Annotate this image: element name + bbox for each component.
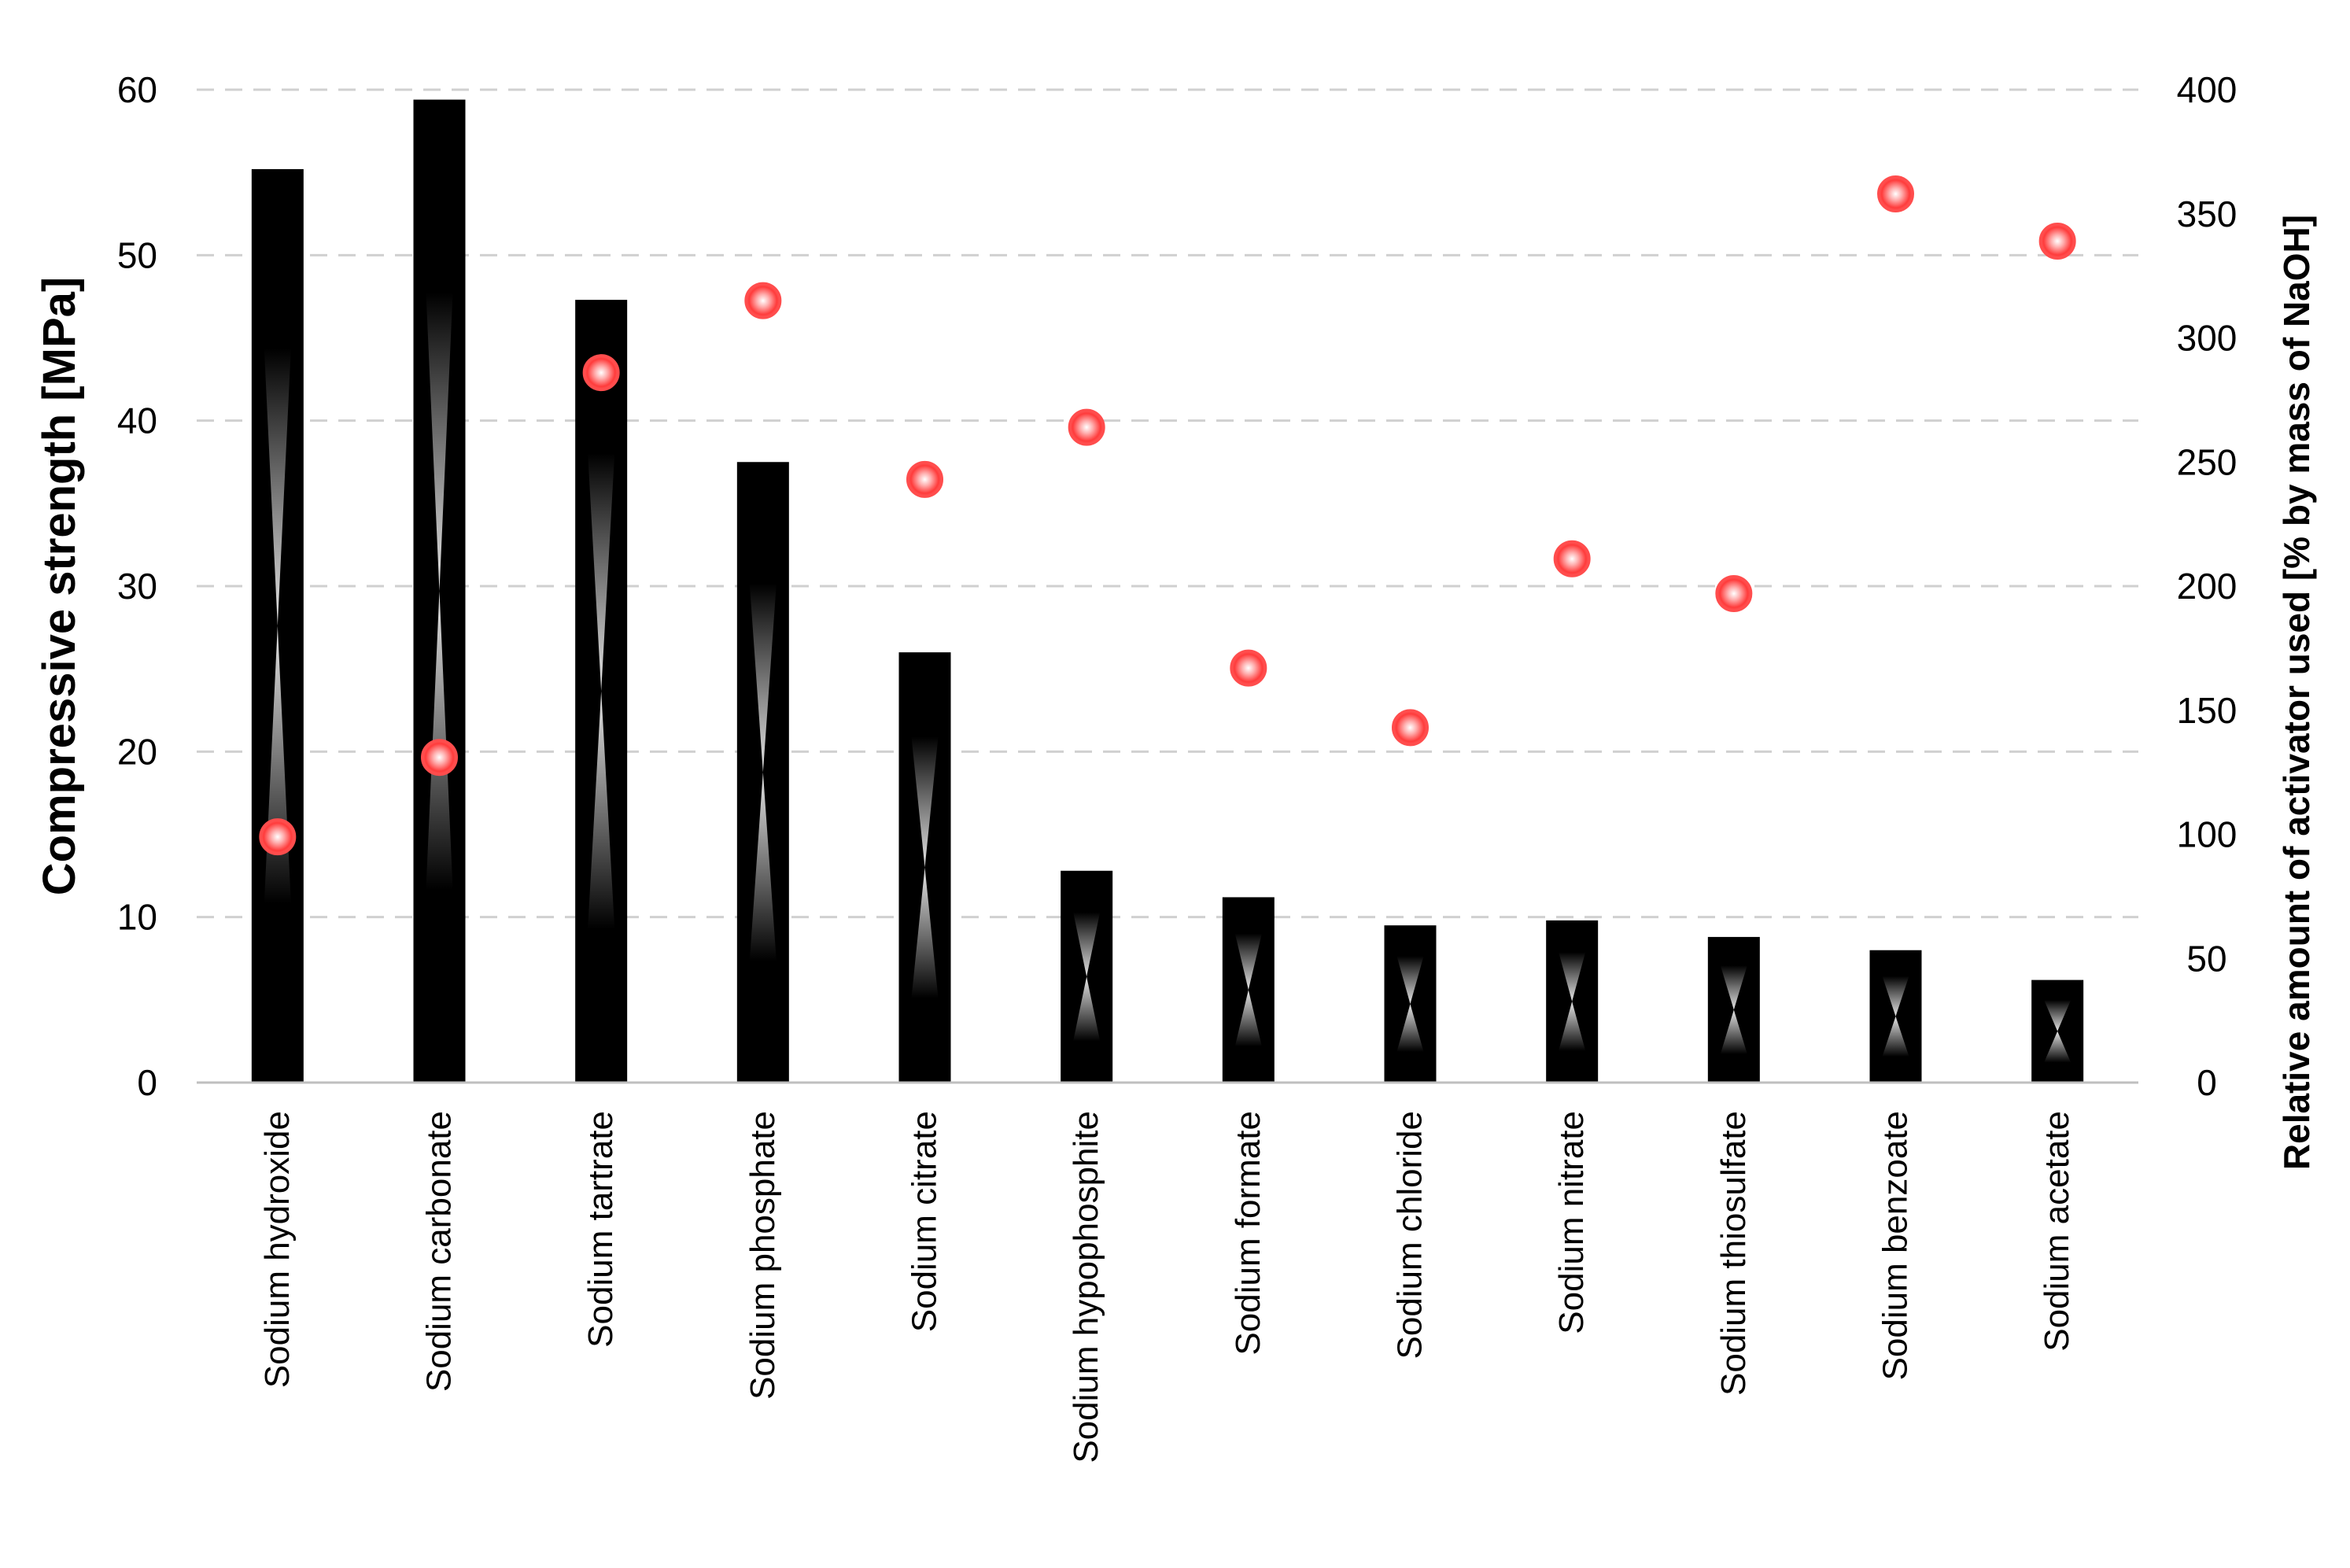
y2-axis-title: Relative amount of activator used [% by … (2276, 215, 2317, 1170)
y-tick-label: 40 (117, 400, 157, 441)
scatter-point (1392, 709, 1429, 747)
scatter-point (1553, 540, 1591, 577)
y-tick-label: 50 (117, 234, 157, 275)
bar (736, 462, 789, 1083)
scatter-point (1068, 408, 1105, 446)
bar (413, 99, 466, 1083)
x-axis-categories: Sodium hydroxide Sodium carbonate Sodium t… (258, 1111, 2076, 1463)
y2-tick-label: 0 (2197, 1062, 2217, 1103)
bar-highlight (1230, 915, 1267, 1064)
y-tick-label: 10 (117, 897, 157, 938)
scatter-point (2038, 222, 2076, 260)
bar-highlight (260, 260, 296, 991)
y-tick-label: 20 (117, 731, 157, 772)
category-label: Sodium benzoate (1876, 1111, 1915, 1380)
scatter-point (421, 739, 458, 777)
bar (1546, 920, 1599, 1083)
bar-highlight (1716, 951, 1752, 1068)
bar (1384, 925, 1437, 1083)
y-tick-label: 0 (137, 1062, 157, 1103)
category-label: Sodium thiosulfate (1714, 1111, 1753, 1396)
y2-tick-label: 50 (2186, 938, 2226, 979)
scatter-point (1230, 649, 1267, 687)
y2-tick-label: 350 (2177, 194, 2237, 234)
bar-highlight (1878, 963, 1913, 1070)
y2-tick-label: 300 (2177, 318, 2237, 359)
bar-highlight (583, 378, 619, 1005)
y2-tick-label: 400 (2177, 69, 2237, 110)
gridlines (197, 88, 2138, 919)
y2-axis-ticks: 0 50 100 150 200 250 300 350 400 (2177, 69, 2237, 1103)
scatter-point (1715, 574, 1753, 612)
bar (1222, 897, 1275, 1083)
scatter-point (1877, 175, 1914, 213)
category-label: Sodium acetate (2038, 1111, 2076, 1352)
scatter-point (259, 818, 297, 856)
bar (1869, 950, 1922, 1083)
bar-highlight (2039, 990, 2075, 1072)
bar-highlight (1068, 891, 1105, 1062)
scatter-series (259, 175, 2076, 856)
bar (251, 168, 304, 1083)
y-tick-label: 60 (117, 69, 157, 110)
bar (898, 652, 951, 1083)
bar (575, 300, 628, 1083)
scatter-point (744, 282, 782, 319)
category-label: Sodium citrate (906, 1111, 944, 1332)
scatter-point (582, 354, 620, 392)
bar (1707, 936, 1760, 1083)
y2-tick-label: 250 (2177, 441, 2237, 482)
category-label: Sodium hydroxide (258, 1111, 297, 1388)
scatter-point (906, 460, 943, 498)
y-axis-title: Compressive strength [MPa] (34, 277, 85, 895)
bar (1061, 870, 1113, 1083)
bar (2031, 980, 2084, 1083)
category-label: Sodium nitrate (1552, 1111, 1591, 1334)
category-label: Sodium formate (1229, 1111, 1267, 1356)
category-label: Sodium phosphate (743, 1111, 782, 1400)
category-label: Sodium hypophosphite (1067, 1111, 1105, 1463)
category-label: Sodium carbonate (420, 1111, 459, 1392)
y2-tick-label: 100 (2177, 814, 2237, 855)
bar-highlight (422, 197, 457, 985)
y2-tick-label: 150 (2177, 690, 2237, 731)
category-label: Sodium tartrate (581, 1111, 620, 1348)
bar-highlight (1393, 941, 1428, 1068)
y-axis-ticks: 0 10 20 30 40 50 60 (117, 69, 157, 1103)
bar-highlight (907, 695, 943, 1040)
y2-tick-label: 200 (2177, 566, 2237, 607)
y-tick-label: 30 (117, 566, 157, 607)
bar-highlight (1554, 936, 1590, 1067)
bar-highlight (745, 524, 781, 1021)
category-label: Sodium chloride (1391, 1111, 1430, 1360)
bar-series (251, 99, 2084, 1083)
